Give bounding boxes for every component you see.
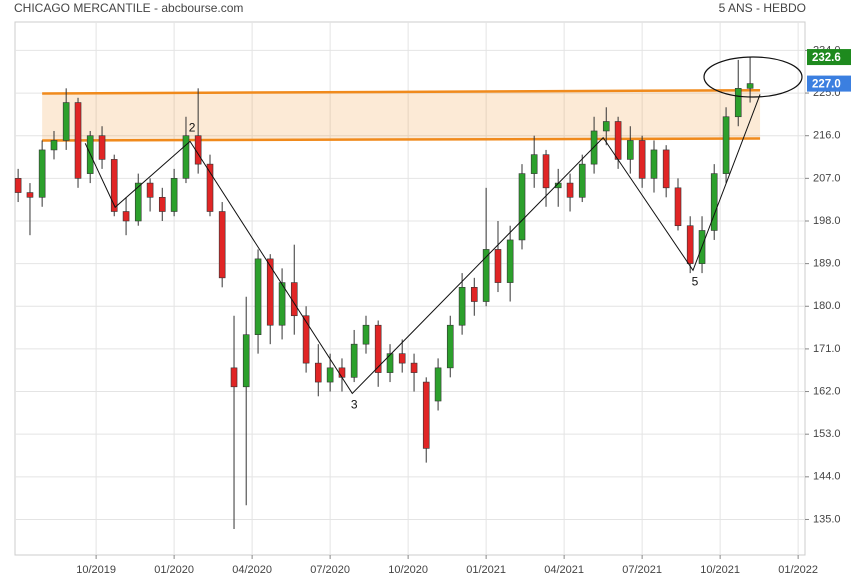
candle-body (626, 140, 634, 160)
wave-label: 3 (351, 398, 358, 412)
y-tick-label: 216.0 (813, 130, 841, 142)
candle-body (470, 287, 478, 302)
candle-body (326, 367, 334, 383)
candle-body (62, 102, 70, 141)
candle-body (410, 362, 418, 373)
candle-body (458, 287, 466, 326)
candle-body (170, 178, 178, 212)
candle-body (422, 381, 430, 449)
candle-body (314, 362, 322, 383)
candle-body (110, 159, 118, 212)
candle-body (722, 116, 730, 174)
band-line (42, 88, 761, 95)
y-tick-label: 198.0 (813, 215, 841, 227)
candle-body (74, 102, 82, 179)
candle-body (182, 135, 190, 179)
x-tick-label: 04/2021 (544, 564, 584, 576)
x-tick-label: 04/2020 (232, 564, 272, 576)
candle-body (98, 135, 106, 160)
highlight-ellipse (703, 56, 803, 98)
x-tick-label: 01/2020 (154, 564, 194, 576)
x-tick-label: 10/2019 (76, 564, 116, 576)
candle-body (662, 149, 670, 189)
candle-body (434, 367, 442, 402)
price-tag-label: 232.6 (812, 52, 841, 64)
candle-body (14, 178, 22, 193)
wave-line (84, 94, 761, 395)
chart-subtitle: 5 ANS - HEBDO (719, 1, 806, 15)
candle-body (590, 130, 598, 165)
y-tick-label: 153.0 (813, 428, 841, 440)
y-tick-label: 189.0 (813, 258, 841, 270)
candle-body (266, 258, 274, 326)
y-tick-label: 180.0 (813, 300, 841, 312)
candle-body (362, 324, 370, 345)
candle-body (674, 187, 682, 227)
x-tick-label: 01/2022 (778, 564, 818, 576)
candle-body (350, 343, 358, 378)
candle-body (26, 192, 34, 198)
candle-body (374, 324, 382, 373)
candle-body (146, 182, 154, 198)
candle-body (242, 334, 250, 388)
band-line (42, 137, 761, 142)
candle-body (38, 149, 46, 198)
y-tick-label: 135.0 (813, 513, 841, 525)
candle-body (494, 249, 502, 283)
candle-body (218, 211, 226, 279)
price-tag-label: 227.0 (812, 79, 841, 91)
price-tag (807, 75, 851, 92)
candle-body (302, 315, 310, 364)
candle-body (734, 88, 742, 118)
price-tag (807, 49, 851, 66)
candle-body (122, 211, 130, 222)
candle-body (566, 182, 574, 198)
y-tick-label: 171.0 (813, 343, 841, 355)
y-tick-label: 162.0 (813, 385, 841, 397)
candle-body (50, 140, 58, 151)
candle-body (482, 249, 490, 302)
candle-body (578, 163, 586, 198)
x-tick-label: 10/2021 (700, 564, 740, 576)
y-tick-label: 207.0 (813, 172, 841, 184)
candle-body (158, 196, 166, 212)
candle-body (602, 121, 610, 132)
candle-body (614, 121, 622, 160)
candle-body (230, 367, 238, 388)
wave-label: 5 (692, 274, 699, 288)
candle-body (386, 353, 394, 373)
candle-body (134, 182, 142, 222)
candle-body (638, 140, 646, 179)
plot-frame (14, 21, 806, 556)
candle-body (206, 163, 214, 212)
candle-body (686, 225, 694, 264)
candle-body (710, 173, 718, 231)
candle-body (446, 324, 454, 369)
candle-body (398, 353, 406, 364)
candle-body (530, 154, 538, 174)
x-tick-label: 07/2020 (310, 564, 350, 576)
candle-body (746, 83, 754, 89)
candle-body (254, 258, 262, 335)
candle-body (650, 149, 658, 179)
x-tick-label: 07/2021 (622, 564, 662, 576)
x-tick-label: 01/2021 (466, 564, 506, 576)
band-fill (42, 90, 761, 141)
candle-body (506, 239, 514, 283)
x-tick-label: 10/2020 (388, 564, 428, 576)
y-tick-label: 144.0 (813, 471, 841, 483)
candle-body (518, 173, 526, 241)
candle-body (542, 154, 550, 189)
wave-label: 2 (189, 121, 196, 135)
candle-body (278, 282, 286, 326)
chart-title: CHICAGO MERCANTILE - abcbourse.com (14, 1, 243, 15)
candle-body (338, 367, 346, 378)
